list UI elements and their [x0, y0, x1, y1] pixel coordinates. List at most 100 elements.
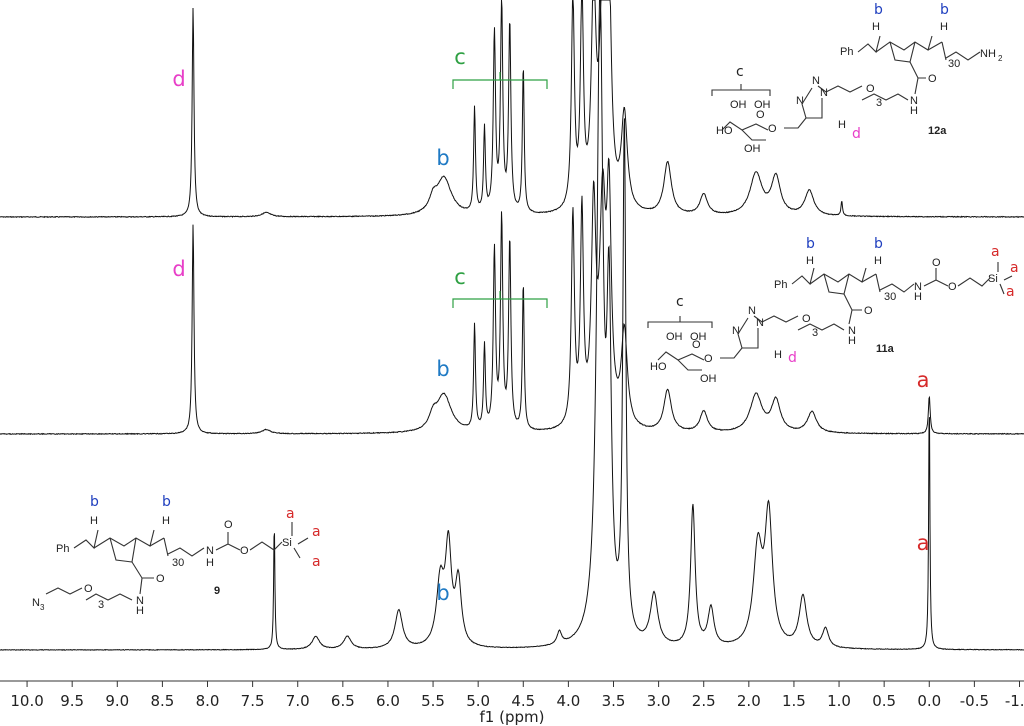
- struct-12a-o-link: O: [768, 123, 777, 135]
- x-tick-label: 7.5: [241, 692, 265, 710]
- x-axis-title: f1 (ppm): [480, 708, 545, 726]
- x-axis-ticks: 10.0 9.5 9.0 8.5 8.0 7.5 7.0 6.5 6.0 5.5 5.0 4.5 4.0…: [10, 681, 1024, 710]
- x-tick-label: 1.0: [827, 692, 851, 710]
- struct-12a-o-peg: O: [866, 83, 875, 95]
- struct-11a-ph: Ph: [774, 279, 787, 291]
- struct-9-n3-sub: 3: [40, 603, 45, 612]
- struct-12a-h2: H: [940, 21, 948, 33]
- x-tick-label: 2.5: [692, 692, 716, 710]
- struct-11a-n-tri1: N: [756, 317, 764, 329]
- struct-11a-label-a1: a: [991, 244, 1000, 260]
- struct-9-h1: H: [90, 515, 98, 527]
- struct-12a-n-tri2: N: [796, 95, 804, 107]
- x-tick-label: 4.0: [556, 692, 580, 710]
- peak-label-b-11a: b: [436, 357, 449, 381]
- struct-9-id: 9: [214, 585, 220, 597]
- struct-11a-label-d: d: [788, 350, 797, 366]
- x-tick-label: 3.5: [602, 692, 626, 710]
- struct-9-label-a2: a: [312, 524, 321, 540]
- struct-9-label-a1: a: [286, 506, 295, 522]
- struct-9-h-carb: H: [206, 557, 214, 569]
- struct-12a-n3: 3: [876, 97, 882, 109]
- struct-11a-h1: H: [806, 255, 814, 267]
- struct-11a-label-b2: b: [874, 236, 883, 252]
- struct-12a-nh2: NH: [980, 48, 996, 60]
- struct-9-si: Si: [282, 537, 292, 549]
- struct-12a-label-d: d: [852, 126, 861, 142]
- x-tick-label: 0.0: [917, 692, 941, 710]
- struct-9-n30: 30: [172, 557, 184, 569]
- struct-11a-n-amide: N: [848, 325, 856, 337]
- struct-11a-oh1: OH: [666, 331, 683, 343]
- struct-12a-h1: H: [872, 21, 880, 33]
- bracket-c-upper: [452, 72, 548, 89]
- struct-11a-oh3: HO: [650, 361, 667, 373]
- struct-12a-o-ring: O: [756, 109, 765, 121]
- struct-12a-oh1: OH: [730, 99, 747, 111]
- struct-9-o-carb2: O: [240, 545, 249, 557]
- struct-12a-h-amide: H: [910, 105, 918, 117]
- struct-11a-n-tri3: N: [748, 305, 756, 317]
- bracket-c-middle: [452, 291, 548, 308]
- struct-11a-h2: H: [874, 255, 882, 267]
- struct-12a-oh4: OH: [744, 143, 761, 155]
- struct-11a-n-carb: N: [914, 281, 922, 293]
- x-tick-label: -1.0: [1005, 692, 1024, 710]
- struct-9-o-amide: O: [156, 573, 165, 585]
- peak-label-c-12a: c: [454, 45, 466, 69]
- struct-11a-h-amide: H: [848, 335, 856, 347]
- struct-9-n3: 3: [98, 599, 104, 611]
- struct-9-label-b1: b: [90, 494, 99, 510]
- struct-11a-o-ring: O: [692, 339, 701, 351]
- x-tick-label: 1.5: [782, 692, 806, 710]
- struct-9-label-a3: a: [312, 554, 321, 570]
- struct-9-h2: H: [162, 515, 170, 527]
- struct-11a-label-c: c: [676, 294, 684, 310]
- struct-11a-label-b1: b: [806, 236, 815, 252]
- struct-11a-n-tri2: N: [732, 325, 740, 337]
- struct-11a-oh2: OH: [690, 331, 707, 343]
- struct-12a-id: 12a: [928, 125, 947, 137]
- struct-11a-si: Si: [988, 273, 998, 285]
- x-tick-label: 8.5: [150, 692, 174, 710]
- x-tick-label: 2.0: [737, 692, 761, 710]
- x-tick-label: 5.0: [466, 692, 490, 710]
- x-tick-label: 4.5: [511, 692, 535, 710]
- spectrum-trace-11a: [0, 157, 1024, 436]
- struct-9-n-carb: N: [206, 545, 214, 557]
- struct-12a-label-c: c: [736, 64, 744, 80]
- x-tick-label: 0.5: [872, 692, 896, 710]
- struct-12a-ph: Ph: [840, 46, 853, 58]
- struct-12a-oh3: HO: [716, 125, 733, 137]
- x-tick-label: 9.5: [60, 692, 84, 710]
- struct-11a-o-peg: O: [802, 313, 811, 325]
- struct-11a-oh4: OH: [700, 373, 717, 385]
- struct-12a-label-b1: b: [874, 2, 883, 18]
- struct-11a-h-tri: H: [774, 349, 782, 361]
- peak-label-d-12a: d: [172, 67, 185, 91]
- x-tick-label: 5.5: [421, 692, 445, 710]
- struct-12a-nh2-sub: 2: [998, 54, 1003, 63]
- peak-label-a-11a: a: [917, 368, 930, 392]
- struct-12a-oh2: OH: [754, 99, 771, 111]
- struct-9-ph: Ph: [56, 543, 69, 555]
- struct-9-o-carb1: O: [224, 519, 233, 531]
- spectrum-trace-9: [0, 0, 1024, 651]
- x-tick-label: 8.0: [196, 692, 220, 710]
- struct-12a-n-tri3: N: [812, 75, 820, 87]
- struct-11a-n3: 3: [812, 327, 818, 339]
- x-tick-label: 3.0: [647, 692, 671, 710]
- struct-11a-h-carb: H: [914, 291, 922, 303]
- struct-12a-h-tri: H: [838, 119, 846, 131]
- struct-11a-o-amide: O: [864, 305, 873, 317]
- structure-9: b b H H Ph 30 N H O O Si a a a O N H 3 O…: [32, 494, 321, 617]
- peak-label-b-9: b: [436, 581, 449, 605]
- struct-11a-o-carb1: O: [932, 257, 941, 269]
- struct-9-label-b2: b: [162, 494, 171, 510]
- struct-12a-n-amide: N: [910, 95, 918, 107]
- struct-11a-n30: 30: [884, 291, 896, 303]
- x-tick-label: 9.0: [105, 692, 129, 710]
- struct-11a-label-a2: a: [1010, 260, 1019, 276]
- x-tick-label: 6.5: [331, 692, 355, 710]
